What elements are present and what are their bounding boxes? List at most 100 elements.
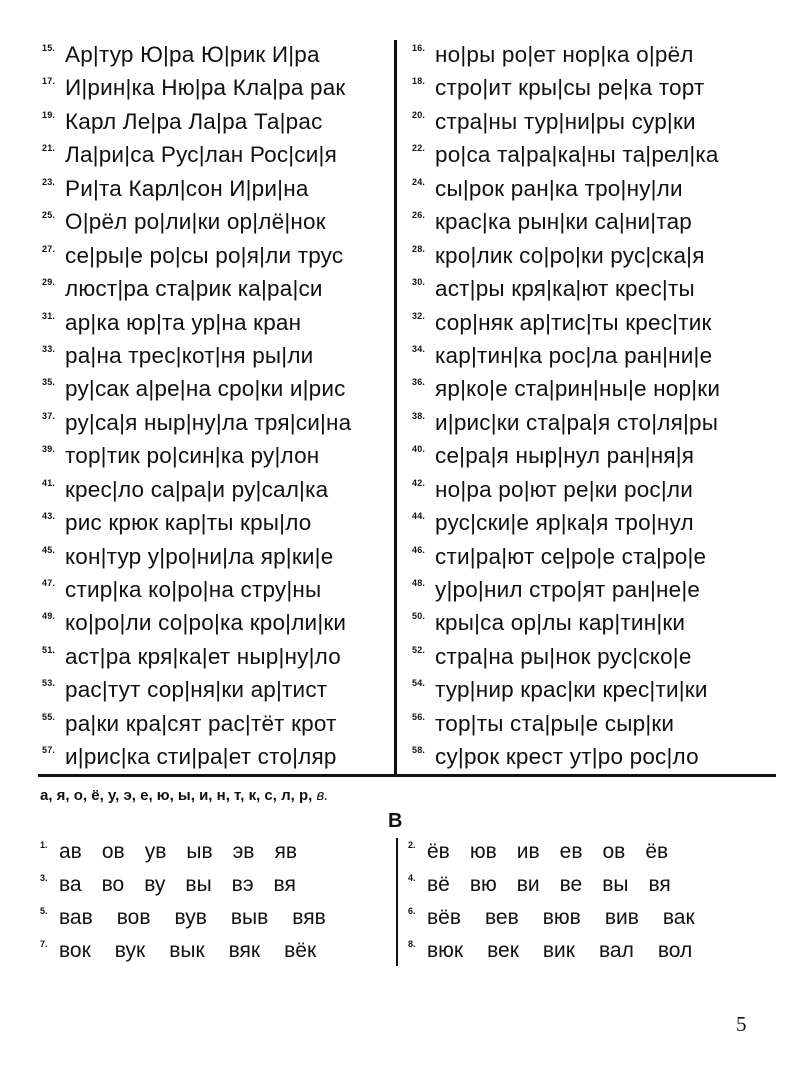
exercise-number: 52.: [412, 644, 426, 655]
exercise-row: 31. ар|ка юр|та ур|на кран: [42, 306, 392, 339]
syllable: вок: [59, 939, 91, 962]
exercise-row: 24. сы|рок ран|ка тро|ну|ли: [412, 172, 782, 205]
row-number: 5.: [40, 906, 48, 916]
exercise-row: 23. Ри|та Карл|сон И|ри|на: [42, 172, 392, 205]
exercise-number: 31.: [42, 310, 56, 321]
exercise-text: сор|няк ар|тис|ты крес|тик: [435, 309, 712, 335]
exercise-row: 50. кры|са ор|лы кар|тин|ки: [412, 606, 782, 639]
page-number: 5: [736, 1012, 747, 1036]
syllable: ов: [602, 840, 626, 863]
exercise-text: кар|тин|ка рос|ла ран|ни|е: [435, 342, 713, 368]
exercise-row: 42. но|ра ро|ют ре|ки рос|ли: [412, 473, 782, 506]
exercise-number: 40.: [412, 444, 426, 455]
exercise-number: 30.: [412, 277, 426, 288]
syllable: вёк: [284, 939, 317, 962]
exercise-row: 57. и|рис|ка сти|ра|ет сто|ляр: [42, 740, 392, 773]
syllable: ов: [101, 840, 125, 863]
exercise-row: 30. аст|ры кря|ка|ют крес|ты: [412, 272, 782, 305]
exercise-row: 41. крес|ло са|ра|и ру|сал|ка: [42, 473, 392, 506]
exercise-row: 55. ра|ки кра|сят рас|тёт крот: [42, 707, 392, 740]
syllable: вяк: [228, 939, 261, 962]
exercise-text: Ла|ри|са Рус|лан Рос|си|я: [65, 142, 337, 168]
syllable: ыв: [186, 840, 213, 863]
syllable: вы: [602, 873, 629, 896]
exercise-number: 43.: [42, 511, 56, 522]
exercise-text: сти|ра|ют се|ро|е ста|ро|е: [435, 543, 707, 569]
exercise-text: и|рис|ки ста|ра|я сто|ля|ры: [435, 409, 719, 435]
exercise-number: 21.: [42, 143, 56, 154]
syllable: во: [101, 873, 125, 896]
exercise-number: 32.: [412, 310, 426, 321]
exercise-row: 25. О|рёл ро|ли|ки ор|лё|нок: [42, 205, 392, 238]
section-divider: [38, 774, 776, 777]
letters-italic: в.: [312, 787, 329, 804]
exercise-row: 20. стра|ны тур|ни|ры сур|ки: [412, 105, 782, 138]
row-number: 8.: [408, 939, 416, 949]
section-heading: В: [388, 810, 403, 832]
row-number: 2.: [408, 840, 416, 850]
exercise-row: 19. Карл Ле|ра Ла|ра Та|рас: [42, 105, 392, 138]
exercise-row: 26. крас|ка рын|ки са|ни|тар: [412, 205, 782, 238]
exercise-text: су|рок крест ут|ро рос|ло: [435, 744, 699, 770]
row-number: 3.: [40, 873, 48, 883]
syllable: яв: [274, 840, 297, 863]
syllable: ев: [559, 840, 583, 863]
exercise-number: 55.: [42, 711, 56, 722]
exercise-number: 44.: [412, 511, 426, 522]
syllable: вё: [427, 873, 450, 896]
exercise-number: 34.: [412, 343, 426, 354]
syllable: вук: [114, 939, 146, 962]
exercise-row: 49. ко|ро|ли со|ро|ка кро|ли|ки: [42, 606, 392, 639]
exercise-number: 24.: [412, 176, 426, 187]
syllable-divider: [396, 838, 398, 966]
syllable-row: 1. ав ов ув ыв эв яв: [40, 835, 317, 868]
exercise-number: 45.: [42, 544, 56, 555]
syllable: вёв: [427, 906, 461, 929]
exercise-text: но|ра ро|ют ре|ки рос|ли: [435, 476, 694, 502]
syllable: ав: [59, 840, 82, 863]
exercise-text: се|ра|я ныр|нул ран|ня|я: [435, 443, 695, 469]
exercise-number: 25.: [42, 210, 56, 221]
syllable: ва: [59, 873, 82, 896]
syllable: ве: [559, 873, 583, 896]
exercise-row: 32. сор|няк ар|тис|ты крес|тик: [412, 306, 782, 339]
syllable: вав: [59, 906, 93, 929]
syllable: юв: [469, 840, 497, 863]
syllable: вы: [185, 873, 212, 896]
exercise-number: 27.: [42, 243, 56, 254]
exercise-text: стра|на ры|нок рус|ско|е: [435, 643, 692, 669]
syllable-row: 2. ёв юв ив ев ов ёв: [408, 835, 688, 868]
exercise-row: 15. Ар|тур Ю|ра Ю|рик И|ра: [42, 38, 392, 71]
exercise-number: 54.: [412, 678, 426, 689]
exercise-number: 22.: [412, 143, 426, 154]
exercise-text: Ри|та Карл|сон И|ри|на: [65, 175, 309, 201]
exercise-text: тур|нир крас|ки крес|ти|ки: [435, 677, 708, 703]
exercise-text: люст|ра ста|рик ка|ра|си: [65, 276, 323, 302]
syllable: вев: [485, 906, 519, 929]
exercise-number: 17.: [42, 76, 56, 87]
exercise-row: 38. и|рис|ки ста|ра|я сто|ля|ры: [412, 406, 782, 439]
exercise-row: 18. стро|ит кры|сы ре|ка торт: [412, 71, 782, 104]
exercise-row: 29. люст|ра ста|рик ка|ра|си: [42, 272, 392, 305]
exercise-row: 45. кон|тур у|ро|ни|ла яр|ки|е: [42, 540, 392, 573]
exercise-row: 17. И|рин|ка Ню|ра Кла|ра рак: [42, 71, 392, 104]
exercise-text: крес|ло са|ра|и ру|сал|ка: [65, 476, 329, 502]
exercise-text: крас|ка рын|ки са|ни|тар: [435, 209, 693, 235]
exercise-row: 46. сти|ра|ют се|ро|е ста|ро|е: [412, 540, 782, 573]
exercise-text: рас|тут сор|ня|ки ар|тист: [65, 677, 328, 703]
exercise-text: Ар|тур Ю|ра Ю|рик И|ра: [65, 42, 320, 67]
exercise-row: 21. Ла|ри|са Рус|лан Рос|си|я: [42, 138, 392, 171]
exercise-row: 56. тор|ты ста|ры|е сыр|ки: [412, 707, 782, 740]
exercise-text: О|рёл ро|ли|ки ор|лё|нок: [65, 209, 326, 235]
syllable: вол: [657, 939, 693, 962]
exercise-row: 33. ра|на трес|кот|ня ры|ли: [42, 339, 392, 372]
exercise-number: 18.: [412, 76, 426, 87]
row-number: 7.: [40, 939, 48, 949]
syllable: вэ: [231, 873, 254, 896]
exercise-text: и|рис|ка сти|ра|ет сто|ляр: [65, 744, 337, 770]
exercise-row: 35. ру|сак а|ре|на сро|ки и|рис: [42, 372, 392, 405]
syllable: вов: [116, 906, 151, 929]
syllable-row: 4. вё вю ви ве вы вя: [408, 868, 691, 901]
exercise-text: тор|ты ста|ры|е сыр|ки: [435, 710, 675, 736]
exercise-number: 53.: [42, 678, 56, 689]
